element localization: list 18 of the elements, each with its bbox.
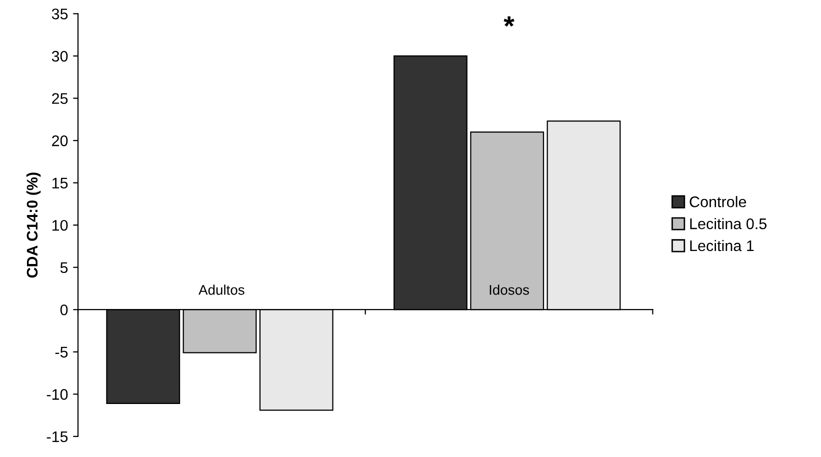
legend-label: Controle <box>690 196 746 208</box>
y-tick-label: 15 <box>52 178 68 188</box>
y-tick-label: 20 <box>52 135 68 146</box>
y-tick-label: 5 <box>60 262 68 274</box>
y-tick-label: 25 <box>52 93 68 104</box>
y-tick-label: 10 <box>52 220 68 231</box>
y-tick-label: 35 <box>52 8 68 20</box>
x-tick-label: Idosos <box>490 284 529 295</box>
y-tick-label: -5 <box>55 346 68 358</box>
y-axis-title: CDA C14:0 (%) <box>26 172 41 278</box>
annotation: * <box>504 16 514 27</box>
y-tick-label: -15 <box>46 431 68 442</box>
legend-label: Lecitina 1 <box>690 240 754 252</box>
y-tick-label: -10 <box>46 389 68 400</box>
y-tick-label: 0 <box>60 304 68 316</box>
x-tick-label: Adultos <box>198 284 244 295</box>
y-tick-label: 30 <box>52 50 68 62</box>
legend-label: Lecitina 0.5 <box>690 218 766 230</box>
